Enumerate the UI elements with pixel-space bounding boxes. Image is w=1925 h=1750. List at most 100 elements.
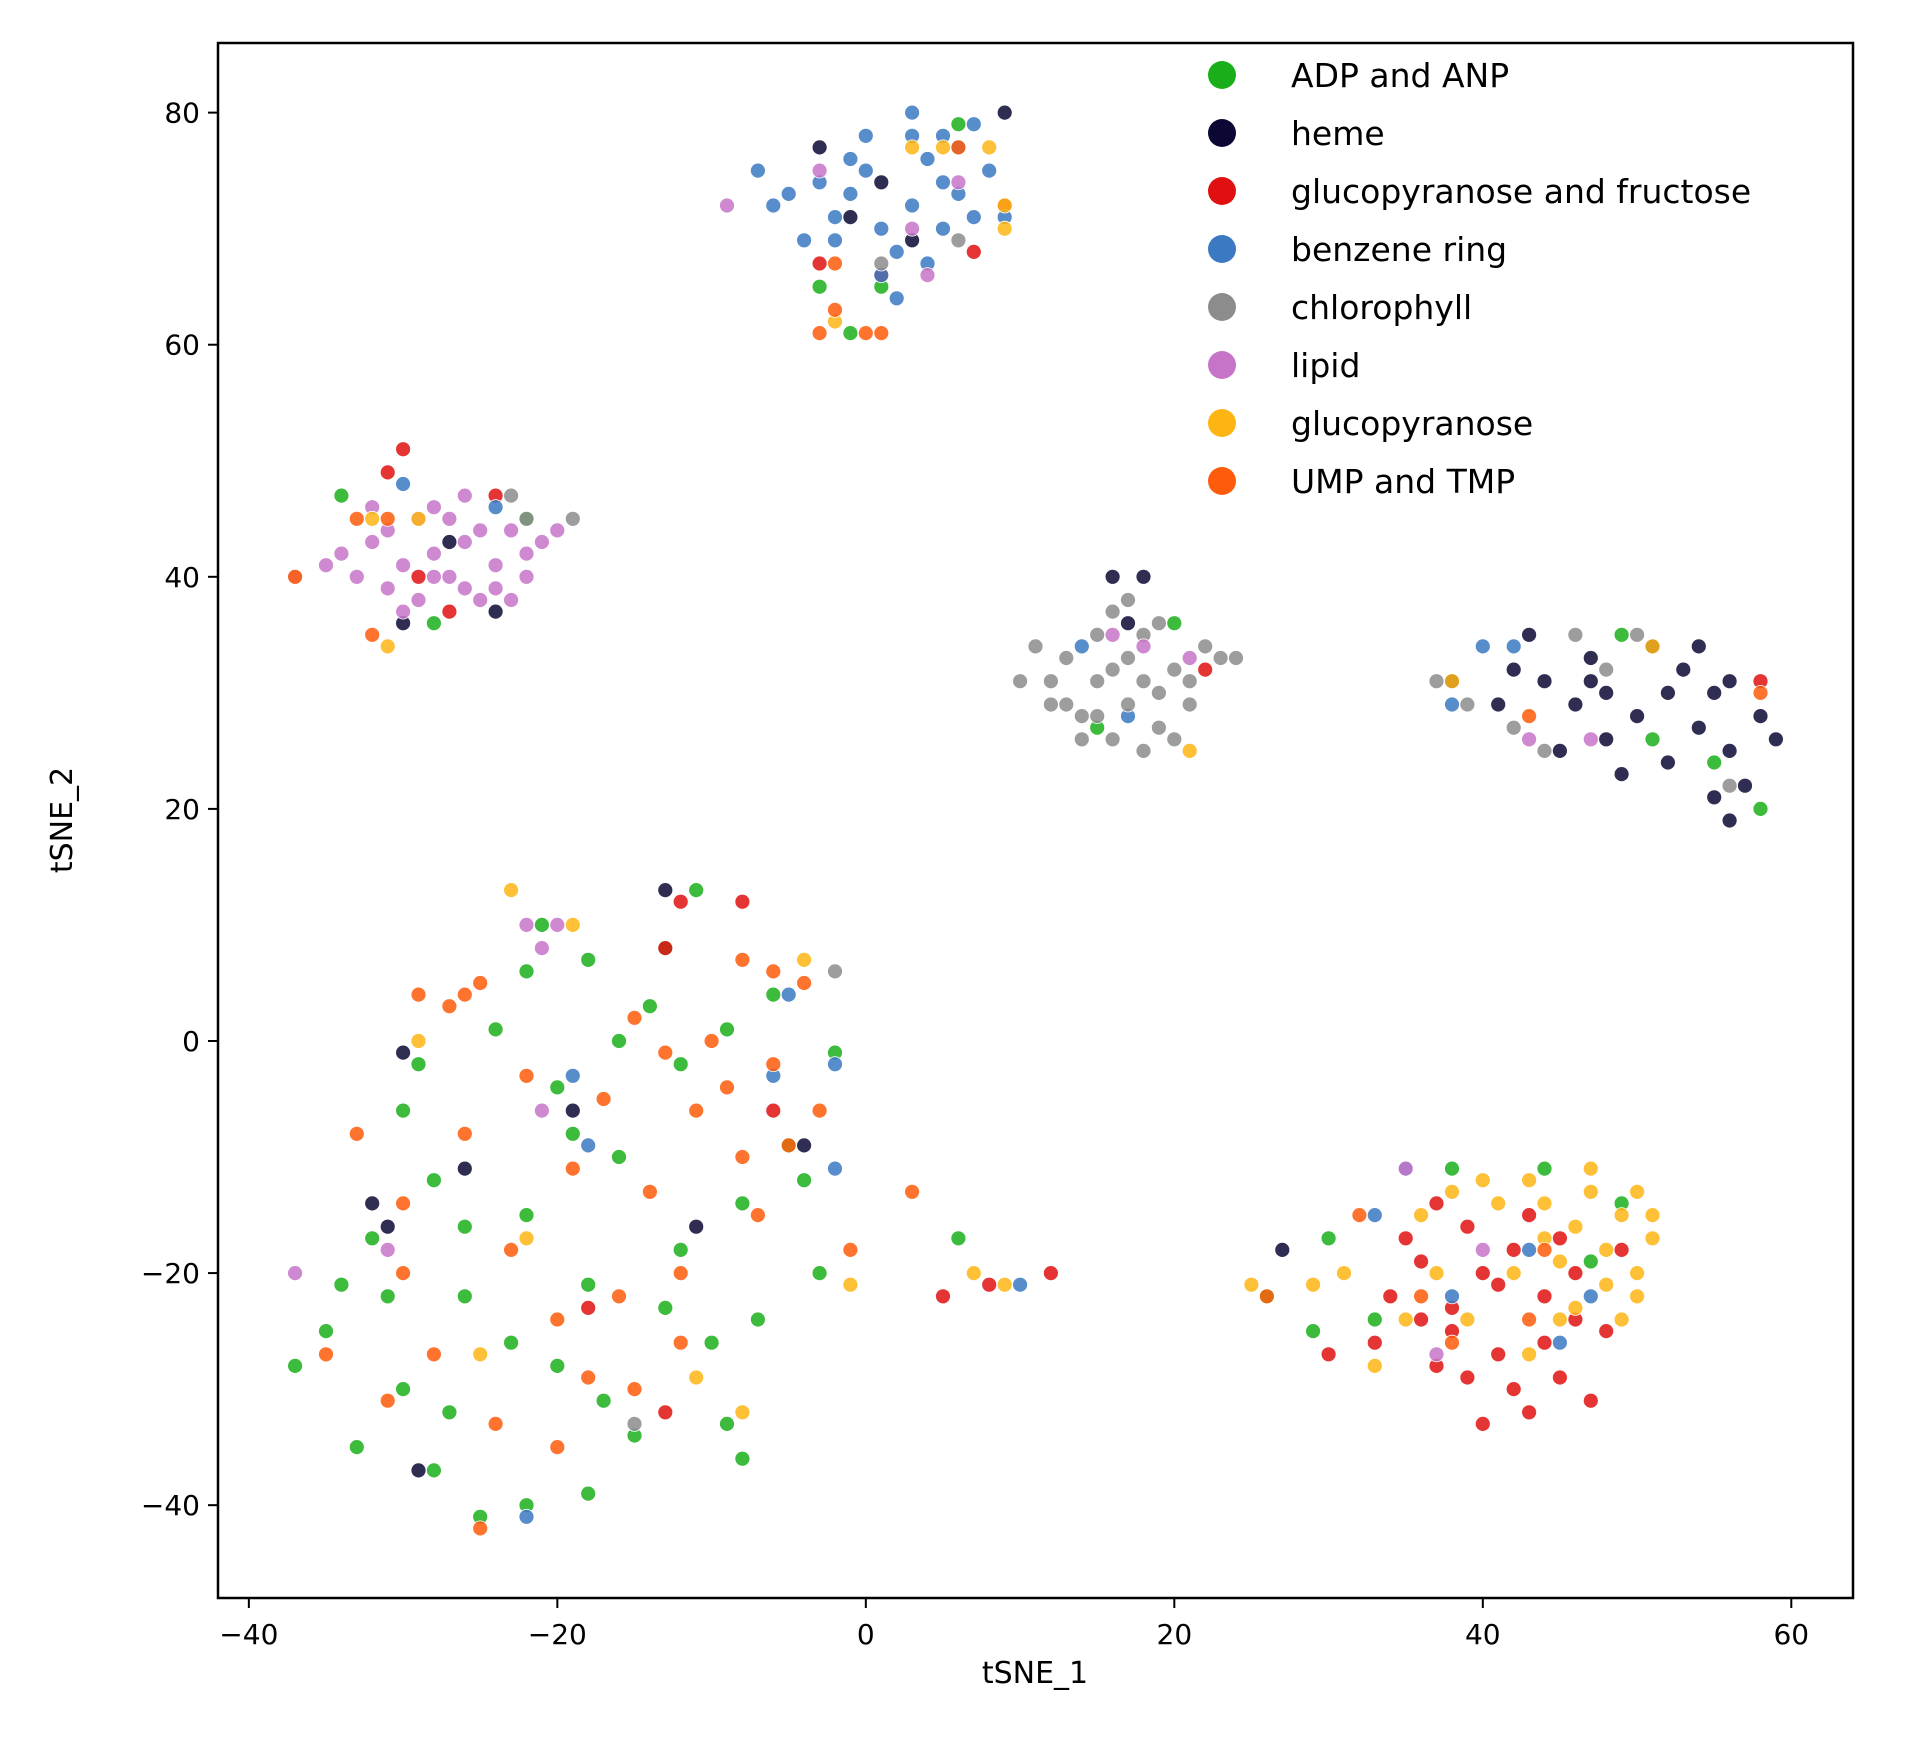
data-point [1613,1242,1630,1258]
data-point [734,1404,751,1421]
data-point [503,522,520,539]
x-tick-label: 20 [1157,1618,1193,1651]
data-point [364,1195,381,1212]
data-point [873,255,890,272]
data-point [503,487,520,504]
data-point [811,278,828,295]
data-point [1644,1230,1661,1247]
data-point [1089,708,1106,724]
data-point [750,162,766,179]
data-point [534,534,550,550]
data-point [1706,789,1723,806]
data-point [549,1358,566,1374]
data-point [1567,626,1584,643]
data-point [1212,650,1229,666]
data-point [1073,638,1090,655]
data-point [981,1276,998,1293]
data-point [564,1067,581,1084]
data-point [873,325,890,342]
data-point [1474,1265,1491,1281]
data-point [935,1288,951,1305]
data-point [364,1230,381,1247]
series-1 [364,104,1784,1479]
data-point [1552,1369,1568,1386]
data-point [1567,696,1584,713]
data-point [472,975,489,991]
data-point [1120,696,1136,713]
y-tick-label: 80 [164,97,200,130]
data-point [1613,626,1630,643]
series-2 [379,197,1769,1432]
data-point [1274,1242,1291,1258]
data-point [672,1334,689,1351]
data-point [318,557,334,574]
data-point [456,1218,473,1235]
data-point [1336,1265,1352,1281]
data-point [379,1288,396,1305]
data-point [626,1381,643,1397]
data-point [1536,1195,1553,1212]
data-point [1582,673,1599,690]
data-point [395,557,412,574]
series-5 [287,162,1599,1363]
data-point [811,139,828,156]
data-point [333,1276,350,1293]
data-point [534,1102,550,1119]
legend-marker [1208,61,1236,89]
data-point [1474,1416,1491,1432]
data-point [1413,1288,1429,1305]
data-point [1521,731,1537,748]
data-point [1598,1323,1615,1339]
data-point [1690,719,1707,736]
data-point [1490,1346,1507,1363]
data-point [1660,754,1676,771]
data-point [1490,696,1507,713]
data-point [1474,1172,1491,1189]
data-point [1104,661,1121,678]
data-point [348,1439,365,1455]
data-point [410,1462,427,1479]
data-point [734,893,751,910]
data-point [1366,1207,1383,1223]
data-point [1505,1265,1522,1281]
data-point [287,1265,304,1281]
data-point [1552,1230,1568,1247]
data-point [1428,1265,1445,1281]
data-point [1181,743,1198,759]
data-point [410,1056,427,1073]
data-point [1505,1242,1522,1258]
data-point [379,464,396,481]
data-point [1644,638,1661,655]
data-point [410,510,427,527]
data-point [1582,1160,1599,1177]
data-point [765,1056,782,1073]
data-point [688,1218,705,1235]
data-point [1089,626,1106,643]
data-point [456,1160,473,1177]
legend-label: benzene ring [1291,230,1507,269]
data-point [857,127,874,144]
data-point [379,1218,396,1235]
data-point [1428,1195,1445,1212]
data-point [1012,673,1028,690]
data-point [410,1033,427,1049]
data-point [580,1137,597,1154]
data-point [395,1044,412,1061]
x-axis-title: tSNE_1 [982,1656,1088,1691]
data-point [734,951,751,968]
data-point [518,1230,535,1247]
data-point [996,104,1013,121]
data-point [1366,1311,1383,1328]
data-point [842,1242,859,1258]
data-point [364,626,381,643]
series-7 [287,139,1769,1537]
data-point [765,197,782,214]
data-point [425,545,442,562]
data-point [1120,650,1136,666]
data-point [827,232,843,249]
data-point [549,1439,566,1455]
data-point [425,1346,442,1363]
data-point [564,1102,581,1119]
data-point [981,162,998,179]
data-point [950,116,967,133]
